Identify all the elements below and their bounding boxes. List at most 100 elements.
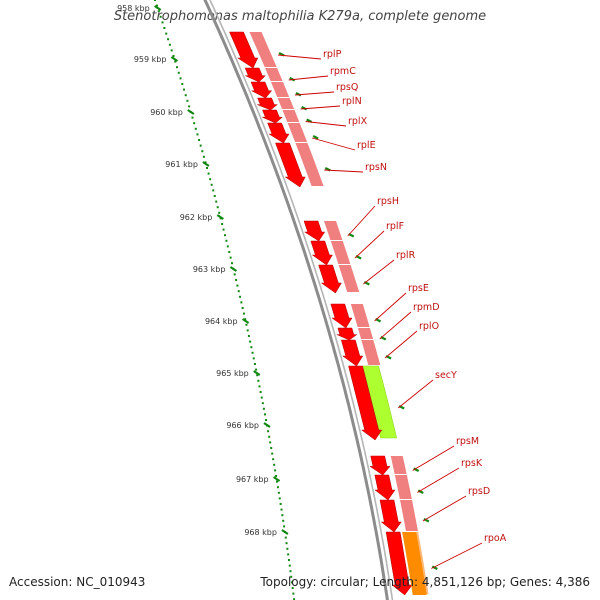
gene-label[interactable]: rplP [323, 49, 342, 60]
gene-arrow[interactable] [303, 220, 326, 242]
gene-rplR[interactable] [318, 264, 360, 294]
gene-band[interactable] [350, 304, 370, 327]
gene-arrow[interactable] [275, 142, 306, 188]
ruler-tick [202, 161, 210, 167]
gene-label[interactable]: secY [435, 370, 457, 381]
gene-rpsN[interactable] [275, 142, 324, 188]
ruler-label: 968 kbp [244, 528, 277, 537]
gene-rpsE[interactable] [330, 303, 370, 329]
gene-arrow[interactable] [267, 122, 290, 144]
gene-label[interactable]: rpoA [484, 533, 507, 544]
gene-rplF[interactable] [310, 240, 351, 266]
gene-band[interactable] [287, 123, 308, 142]
gene-label[interactable]: rpsM [456, 436, 479, 447]
gene-tick [312, 135, 319, 140]
label-leader [417, 467, 460, 493]
ruler-tick [241, 318, 250, 324]
gene-rplP[interactable] [229, 31, 277, 69]
gene-rpoA-bar[interactable] [402, 532, 427, 595]
gene-label[interactable]: rpsQ [336, 82, 358, 93]
label-leader [431, 542, 483, 569]
ruler-tick [281, 529, 289, 535]
gene-rpsQ[interactable] [250, 81, 290, 99]
gene-band[interactable] [324, 221, 343, 240]
label-leader [324, 169, 364, 173]
gene-band[interactable] [400, 500, 418, 531]
gene-band[interactable] [249, 32, 277, 67]
ruler-tick [229, 266, 238, 272]
gene-rpsK[interactable] [374, 474, 412, 501]
gene-band[interactable] [295, 143, 324, 186]
gene-arrow[interactable] [330, 303, 353, 329]
gene-band[interactable] [394, 475, 412, 499]
gene-arrow[interactable] [318, 264, 342, 294]
gene-arrow[interactable] [229, 31, 259, 69]
label-leader [300, 105, 341, 110]
gene-rplO[interactable] [340, 339, 381, 367]
gene-label[interactable]: rplR [396, 250, 416, 261]
gene-rplN[interactable] [257, 97, 295, 111]
gene-label[interactable]: rplO [419, 321, 439, 332]
gene-label[interactable]: rpmC [330, 66, 356, 77]
gene-band[interactable] [265, 68, 283, 81]
gene-layer [229, 31, 429, 596]
gene-arrow[interactable] [257, 97, 279, 111]
gene-band[interactable] [330, 241, 351, 264]
gene-arrow[interactable] [385, 531, 413, 596]
gene-arrow[interactable] [336, 327, 358, 341]
genome-summary: Topology: circular; Length: 4,851,126 bp… [260, 575, 590, 589]
gene-label[interactable]: rplN [342, 96, 362, 107]
gene-secY-bar[interactable] [362, 365, 397, 439]
gene-rpsD[interactable] [379, 499, 418, 533]
gene-label[interactable]: rpsK [461, 458, 483, 469]
gene-arrow[interactable] [250, 81, 273, 99]
ruler-label: 964 kbp [205, 317, 238, 326]
gene-label[interactable]: rplX [348, 116, 368, 127]
ruler-tick [216, 214, 224, 220]
gene-band[interactable] [277, 98, 295, 109]
gene-band[interactable] [271, 82, 290, 97]
label-leader [379, 311, 412, 340]
gene-band[interactable] [357, 328, 374, 339]
gene-arrow[interactable] [262, 109, 283, 124]
ruler-layer: 958 kbp 959 kbp 960 kbp 961 kbp 962 kbp 963 k… [117, 0, 296, 600]
gene-rpsM[interactable] [369, 455, 407, 476]
gene-rpmC[interactable] [244, 67, 283, 83]
gene-band[interactable] [338, 265, 360, 292]
gene-arrow[interactable] [348, 365, 383, 441]
gene-band[interactable] [282, 110, 300, 122]
gene-label[interactable]: rpmD [413, 302, 440, 313]
gene-rpoA[interactable] [385, 531, 429, 596]
gene-rplX[interactable] [262, 109, 300, 124]
gene-arrow[interactable] [379, 499, 402, 533]
label-leader [384, 330, 418, 359]
label-leader [294, 91, 335, 96]
gene-label[interactable]: rpsE [408, 283, 429, 294]
gene-band[interactable] [361, 340, 381, 365]
gene-label[interactable]: rplF [386, 221, 404, 232]
gene-rpsH[interactable] [303, 220, 343, 242]
gene-rplE[interactable] [267, 122, 308, 144]
gene-secY[interactable] [348, 365, 397, 441]
gene-label[interactable]: rpsD [468, 486, 490, 497]
gene-rpmD[interactable] [336, 327, 374, 341]
gene-tick [295, 92, 302, 97]
gene-arrow[interactable] [369, 455, 391, 476]
gene-arrow[interactable] [340, 339, 364, 367]
gene-tick [306, 118, 313, 123]
ruler-label: 960 kbp [150, 108, 183, 117]
ruler-label: 961 kbp [165, 160, 198, 169]
gene-label[interactable]: rpsH [377, 196, 399, 207]
gene-arrow[interactable] [374, 474, 396, 501]
ruler-label: 965 kbp [216, 369, 249, 378]
gene-arrow[interactable] [310, 240, 333, 266]
gene-label[interactable]: rplE [357, 140, 376, 151]
label-leader [347, 205, 376, 237]
gene-label[interactable]: rpsN [365, 162, 387, 173]
gene-arrow[interactable] [244, 67, 266, 83]
ruler-label: 962 kbp [180, 213, 213, 222]
gene-band[interactable] [390, 456, 407, 474]
label-leader [278, 54, 322, 60]
label-leader [363, 259, 395, 285]
